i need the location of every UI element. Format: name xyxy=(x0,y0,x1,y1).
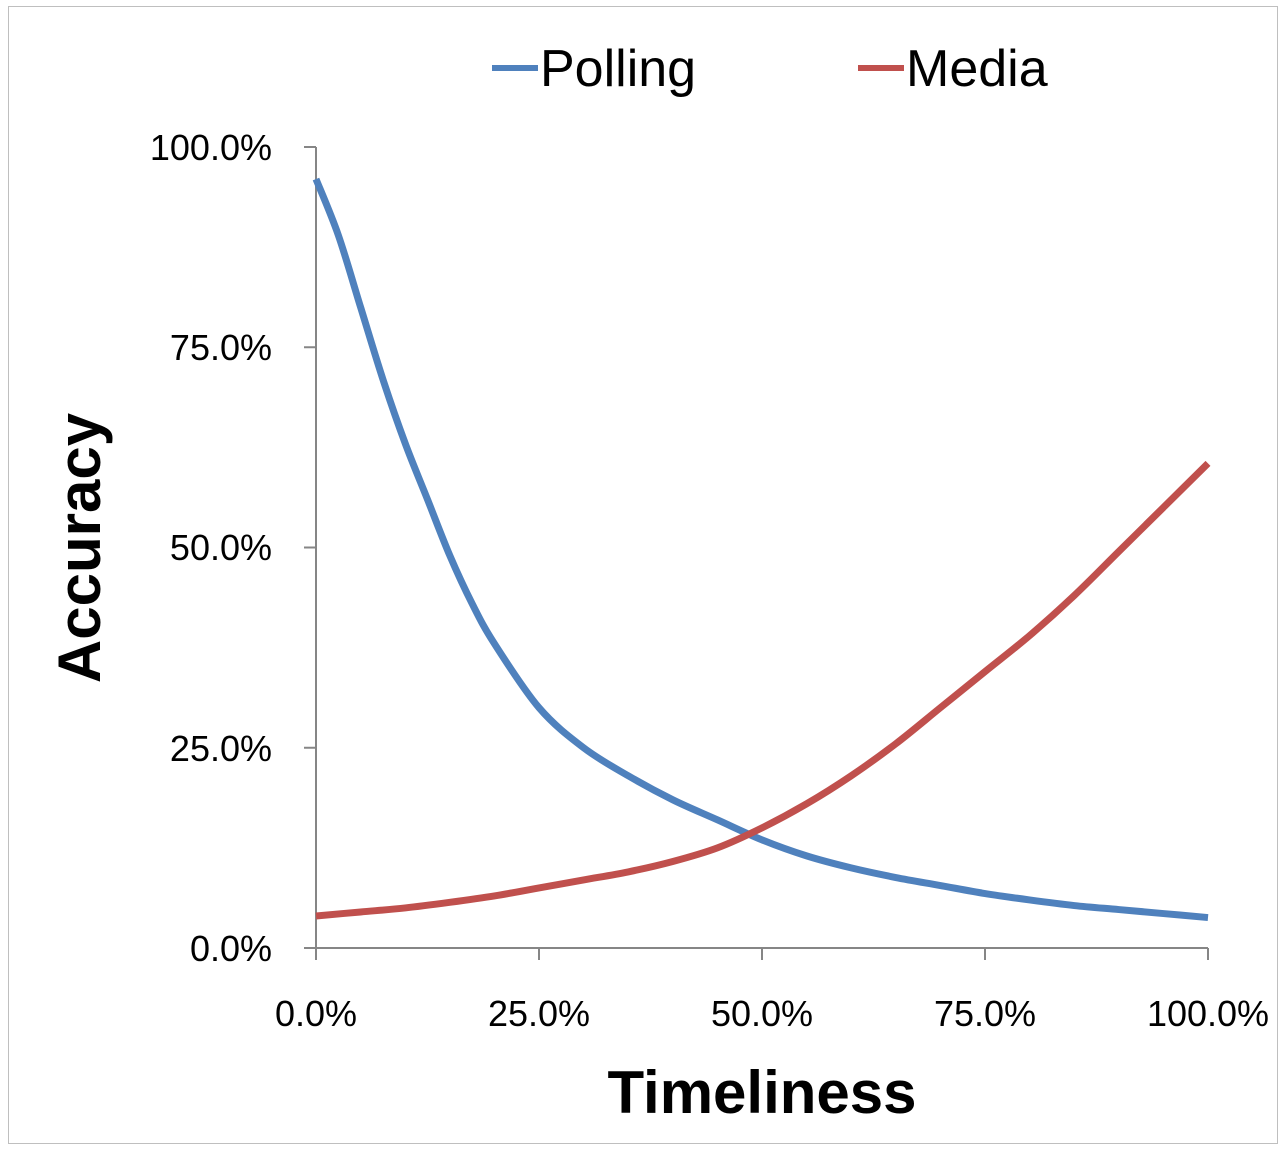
x-tick-label: 75.0% xyxy=(934,993,1036,1034)
y-axis-title: Accuracy xyxy=(46,412,113,683)
y-tick-label: 100.0% xyxy=(150,127,272,168)
chart-frame xyxy=(8,6,1278,1144)
x-tick-label: 100.0% xyxy=(1147,993,1269,1034)
y-tick-label: 75.0% xyxy=(170,327,272,368)
series-line-media xyxy=(315,460,1211,920)
legend-label-media: Media xyxy=(906,40,1048,98)
y-tick-label: 50.0% xyxy=(170,527,272,568)
series-line-polling xyxy=(312,177,1209,922)
y-tick-label: 25.0% xyxy=(170,728,272,769)
legend: Polling Media xyxy=(492,40,1048,98)
plot-series xyxy=(312,177,1211,922)
legend-label-polling: Polling xyxy=(540,40,696,98)
x-tick-label: 50.0% xyxy=(711,993,813,1034)
x-tick-label: 25.0% xyxy=(488,993,590,1034)
y-tick-label: 0.0% xyxy=(190,928,272,969)
y-axis: 0.0% 25.0% 50.0% 75.0% 100.0% Accuracy xyxy=(46,127,317,969)
x-axis: 0.0% 25.0% 50.0% 75.0% 100.0% Timeliness xyxy=(275,947,1269,1126)
x-axis-title: Timeliness xyxy=(607,1059,916,1126)
x-tick-label: 0.0% xyxy=(275,993,357,1034)
